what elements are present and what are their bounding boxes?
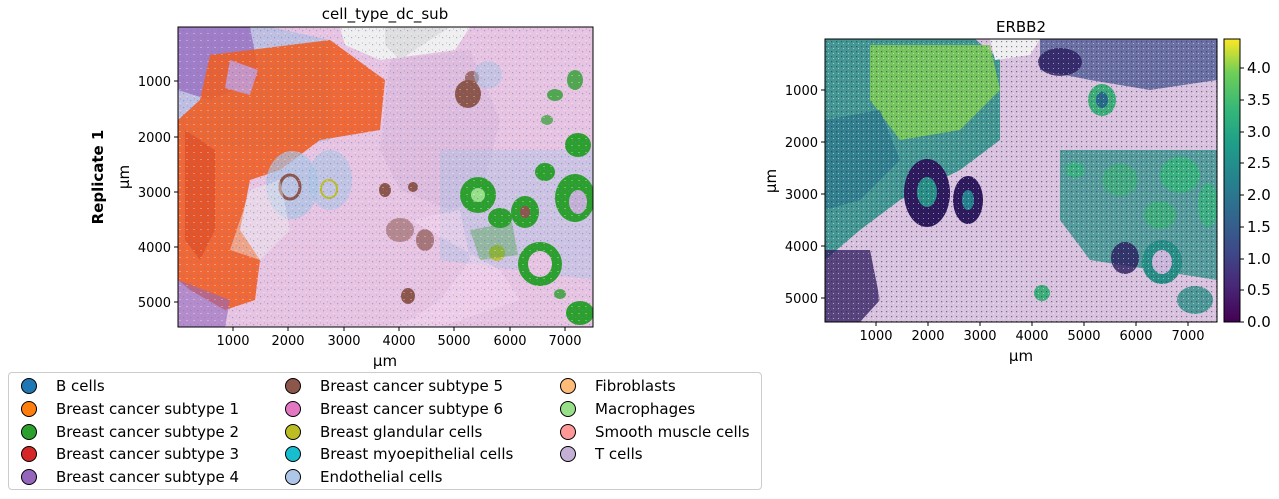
- legend-item: Smooth muscle cells: [560, 421, 750, 443]
- left-panel-title: cell_type_dc_sub: [322, 5, 448, 24]
- legend-marker: [21, 469, 37, 485]
- legend-label: Breast cancer subtype 2: [56, 423, 240, 441]
- colorbar-tick-label: 2.0: [1247, 186, 1271, 204]
- right-axes-frame: [824, 38, 1218, 323]
- colorbar-tick-label: 3.5: [1247, 91, 1271, 109]
- left-xtick-label: 6000: [493, 334, 526, 349]
- left-xtick-label: 7000: [548, 334, 581, 349]
- legend-marker: [21, 378, 37, 394]
- legend-marker: [560, 424, 576, 440]
- right-ytick-label: 4000: [785, 240, 818, 255]
- legend-item: B cells: [21, 375, 105, 397]
- legend-label: Breast cancer subtype 1: [56, 400, 240, 418]
- legend-label: Smooth muscle cells: [595, 423, 750, 441]
- legend-marker: [285, 378, 301, 394]
- legend-label: Breast myoepithelial cells: [320, 445, 514, 463]
- colorbar-tick-label: 1.5: [1247, 218, 1271, 236]
- legend: B cells Breast cancer subtype 1 Breast c…: [8, 372, 762, 490]
- legend-item: Fibroblasts: [560, 375, 676, 397]
- left-x-ticks: 1000 2000 3000 4000 5000 6000 7000: [216, 327, 582, 349]
- left-ytick-label: 3000: [138, 186, 171, 201]
- legend-item: Macrophages: [560, 398, 695, 420]
- legend-item: Endothelial cells: [285, 466, 442, 488]
- left-plot-area: [178, 27, 593, 327]
- legend-item: Breast cancer subtype 5: [285, 375, 503, 397]
- legend-marker: [21, 424, 37, 440]
- left-x-axis-label: µm: [373, 352, 397, 370]
- left-ytick-label: 4000: [138, 241, 171, 256]
- left-xtick-label: 3000: [327, 334, 360, 349]
- legend-marker: [21, 401, 37, 417]
- legend-label: Breast cancer subtype 4: [56, 468, 240, 486]
- left-xtick-label: 2000: [271, 334, 304, 349]
- right-xtick-label: 2000: [911, 329, 944, 344]
- legend-item: Breast cancer subtype 3: [21, 443, 239, 465]
- legend-item: Breast cancer subtype 6: [285, 398, 503, 420]
- left-ytick-label: 5000: [138, 296, 171, 311]
- left-ytick-label: 2000: [138, 131, 171, 146]
- legend-label: Breast glandular cells: [320, 423, 483, 441]
- right-ytick-label: 3000: [785, 188, 818, 203]
- right-y-axis-label: µm: [762, 169, 780, 193]
- legend-label: Endothelial cells: [320, 468, 443, 486]
- legend-marker: [560, 446, 576, 462]
- legend-label: Breast cancer subtype 3: [56, 445, 240, 463]
- left-xtick-label: 4000: [382, 334, 415, 349]
- right-ytick-label: 2000: [785, 136, 818, 151]
- right-xtick-label: 4000: [1015, 329, 1048, 344]
- legend-marker: [21, 446, 37, 462]
- legend-marker: [285, 469, 301, 485]
- right-xtick-label: 7000: [1171, 329, 1204, 344]
- legend-marker: [285, 446, 301, 462]
- legend-item: Breast myoepithelial cells: [285, 443, 513, 465]
- legend-label: Fibroblasts: [595, 377, 676, 395]
- left-y-ticks: 1000 2000 3000 4000 5000: [138, 75, 178, 311]
- right-xtick-label: 1000: [859, 329, 892, 344]
- colorbar-tick-label: 4.0: [1247, 59, 1271, 77]
- colorbar-tick-label: 0.5: [1247, 281, 1271, 299]
- left-axes-frame: [177, 26, 594, 328]
- colorbar-tick-label: 1.0: [1247, 250, 1271, 268]
- legend-marker: [285, 401, 301, 417]
- right-ytick-label: 1000: [785, 84, 818, 99]
- colorbar-tick-label: 2.5: [1247, 154, 1271, 172]
- right-panel-title: ERBB2: [996, 18, 1046, 36]
- legend-item: Breast glandular cells: [285, 421, 482, 443]
- right-y-ticks: 1000 2000 3000 4000 5000: [785, 84, 825, 307]
- left-xtick-label: 1000: [216, 334, 249, 349]
- right-x-ticks: 1000 2000 3000 4000 5000 6000 7000: [859, 322, 1205, 344]
- legend-label: B cells: [56, 377, 105, 395]
- colorbar-tick-label: 0.0: [1247, 313, 1271, 331]
- right-ytick-label: 5000: [785, 292, 818, 307]
- legend-item: Breast cancer subtype 2: [21, 421, 239, 443]
- right-x-axis-label: µm: [1009, 347, 1033, 365]
- legend-label: Breast cancer subtype 6: [320, 400, 504, 418]
- right-xtick-label: 5000: [1067, 329, 1100, 344]
- legend-marker: [285, 424, 301, 440]
- legend-item: Breast cancer subtype 1: [21, 398, 239, 420]
- right-plot-area: [825, 39, 1217, 322]
- legend-marker: [560, 378, 576, 394]
- colorbar-tick-label: 3.0: [1247, 123, 1271, 141]
- legend-label: Macrophages: [595, 400, 696, 418]
- legend-label: Breast cancer subtype 5: [320, 377, 504, 395]
- legend-item: Breast cancer subtype 4: [21, 466, 239, 488]
- left-ytick-label: 1000: [138, 75, 171, 90]
- legend-label: T cells: [595, 445, 643, 463]
- legend-item: T cells: [560, 443, 643, 465]
- right-xtick-label: 3000: [963, 329, 996, 344]
- colorbar: [1223, 38, 1241, 323]
- right-xtick-label: 6000: [1119, 329, 1152, 344]
- left-y-axis-label: µm: [115, 165, 133, 189]
- legend-marker: [560, 401, 576, 417]
- left-xtick-label: 5000: [437, 334, 470, 349]
- colorbar-ticks: 0.0 0.5 1.0 1.5 2.0 2.5 3.0 3.5 4.0: [1240, 59, 1271, 331]
- row-label: Replicate 1: [89, 130, 107, 225]
